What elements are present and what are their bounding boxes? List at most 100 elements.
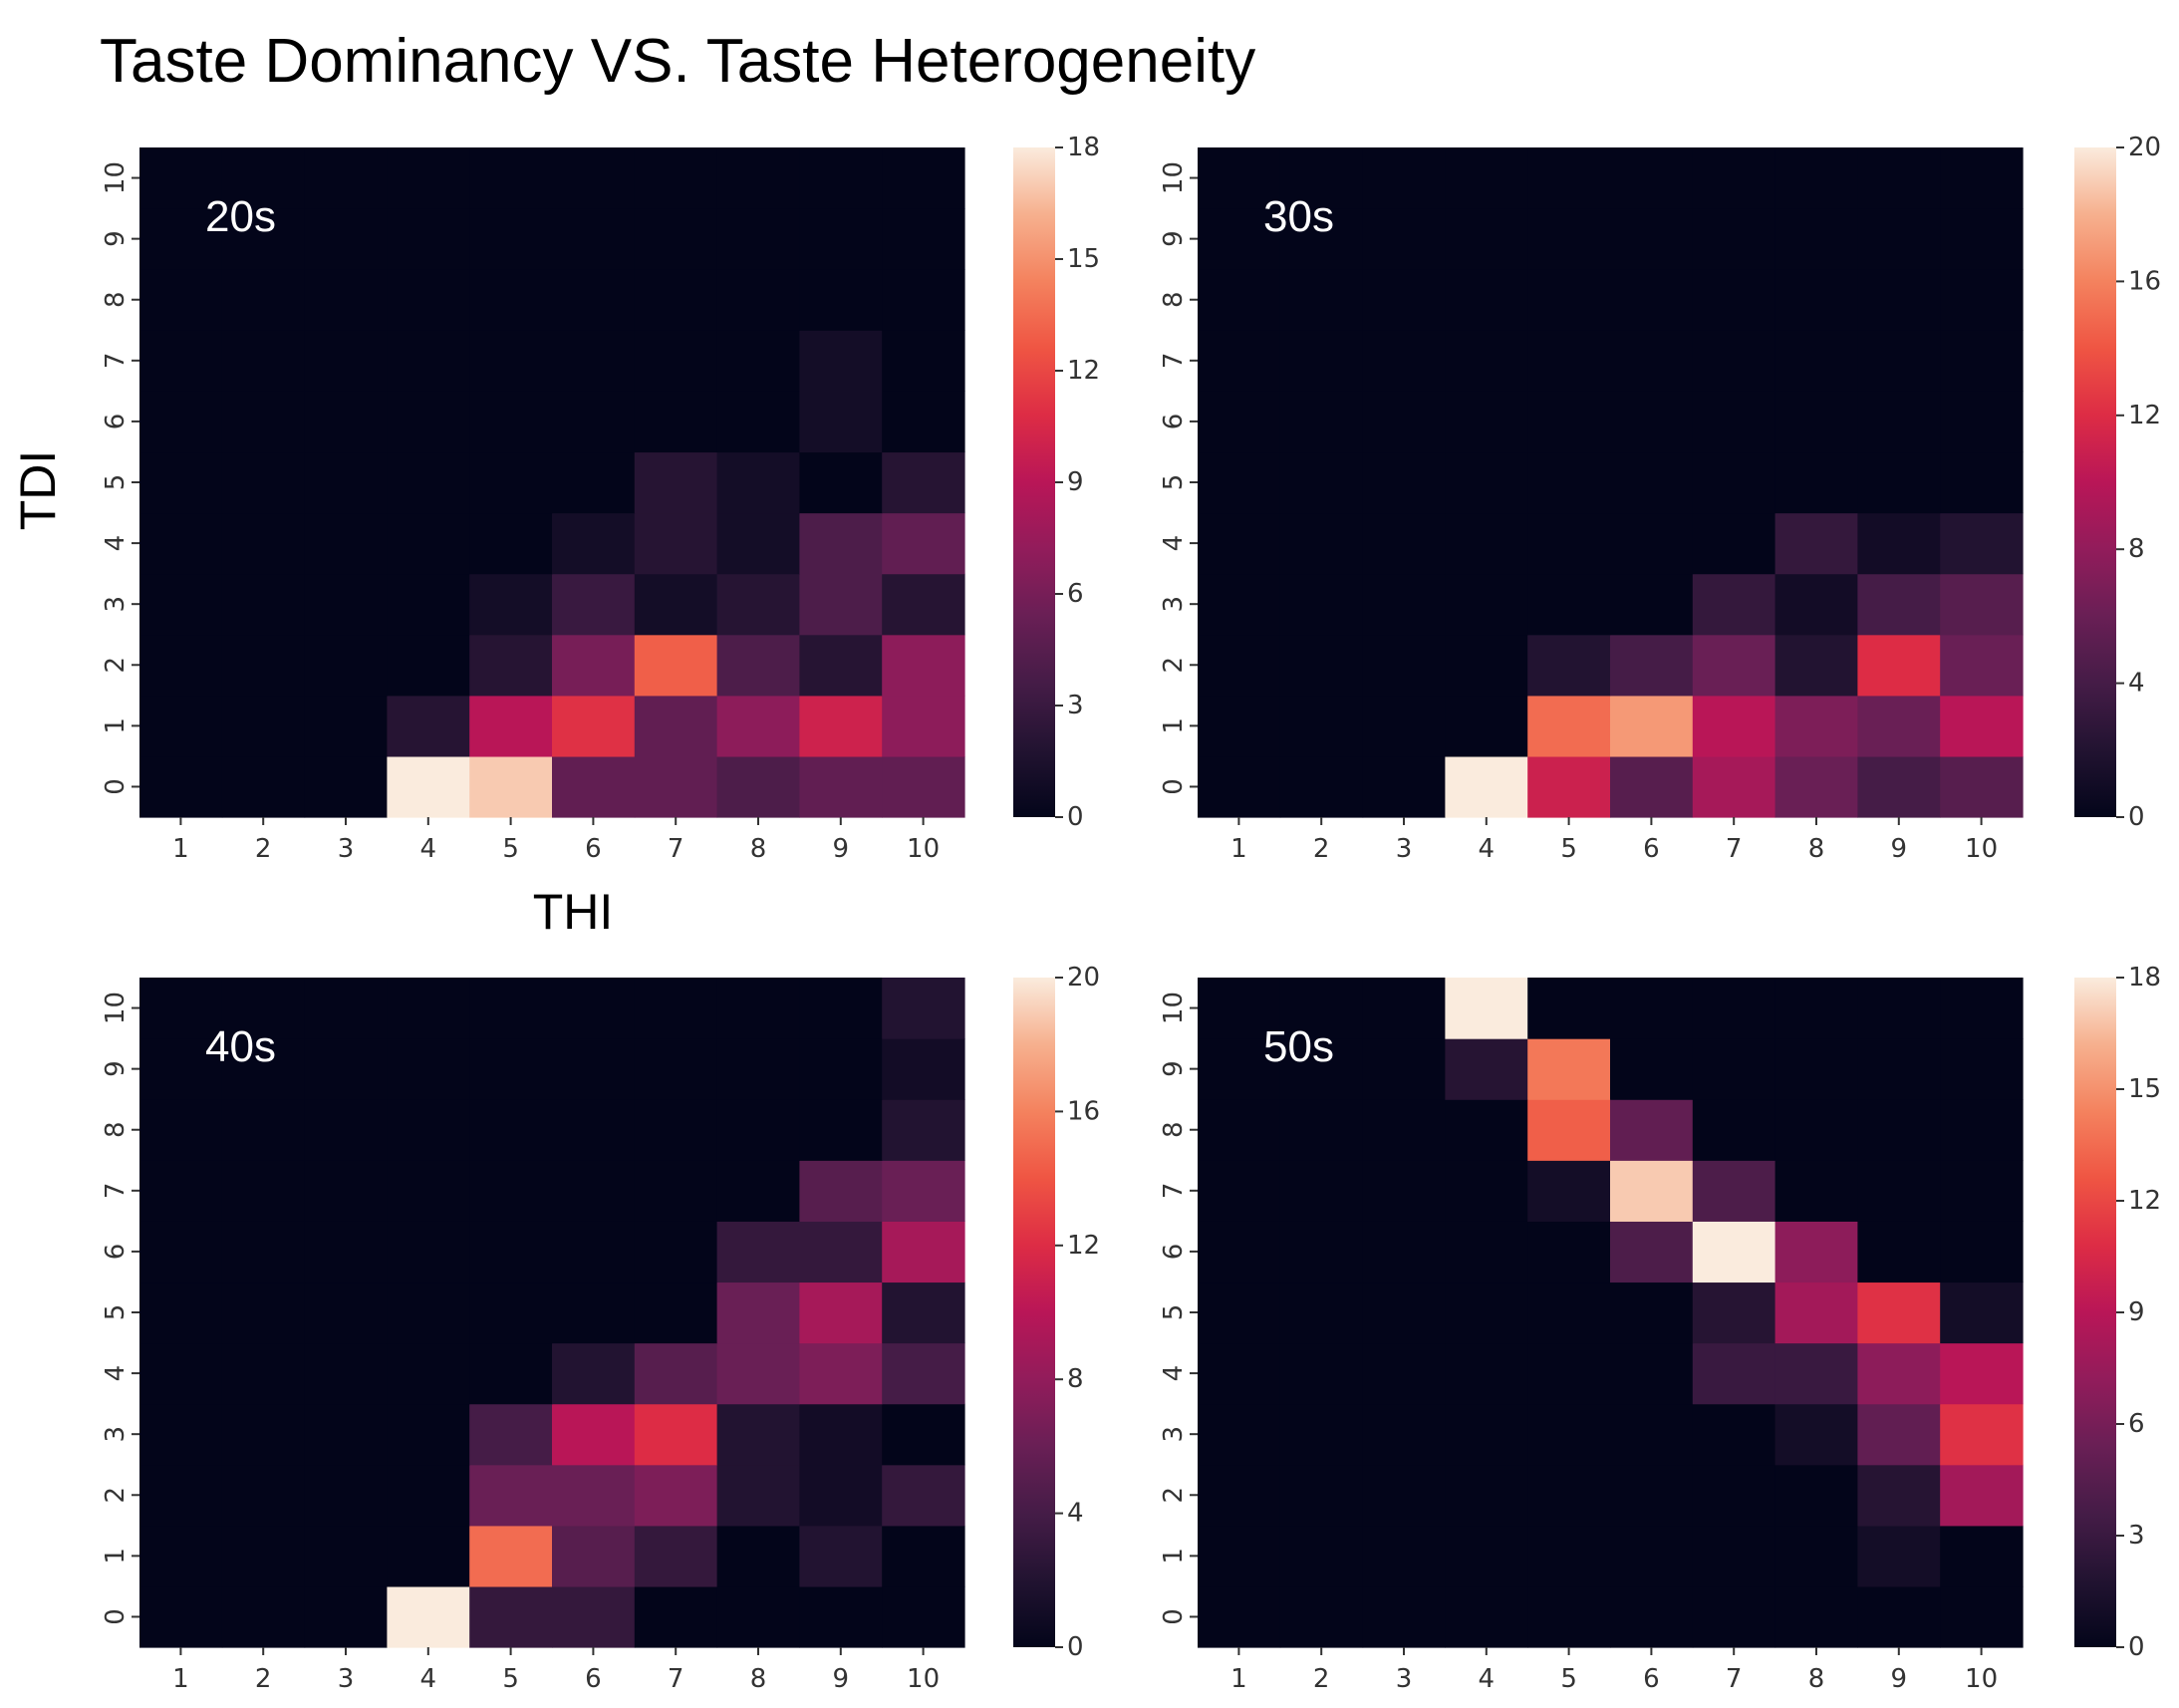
heatmap-cell xyxy=(1610,1160,1694,1222)
heatmap-cell xyxy=(634,695,718,757)
y-tick-label: 3 xyxy=(1159,1426,1189,1443)
x-tick-label: 1 xyxy=(1230,834,1247,864)
heatmap-cell xyxy=(1857,1221,1941,1283)
heatmap-cell xyxy=(634,1525,718,1587)
heatmap-cell xyxy=(716,1403,800,1466)
heatmap-cell xyxy=(634,1160,718,1222)
heatmap-cell xyxy=(1279,330,1364,392)
heatmap-cell xyxy=(1692,1464,1776,1527)
heatmap-cell xyxy=(1445,1464,1528,1527)
heatmap-cell xyxy=(552,1403,636,1466)
heatmap-cell xyxy=(1774,978,1858,1039)
heatmap-cell xyxy=(716,755,800,818)
heatmap-cell xyxy=(469,1281,553,1344)
y-tick-label: 5 xyxy=(1159,1304,1189,1321)
heatmap-cell xyxy=(799,1160,883,1222)
heatmap-cell xyxy=(1198,1221,1281,1283)
heatmap-cell xyxy=(799,391,883,453)
heatmap-cell xyxy=(1857,330,1941,392)
heatmap-cell xyxy=(221,391,306,453)
heatmap-cell xyxy=(1527,1281,1611,1344)
heatmap-cell xyxy=(1857,147,1941,209)
heatmap-cell xyxy=(634,391,718,453)
heatmap-cell xyxy=(882,1403,965,1466)
heatmap-cell xyxy=(882,269,965,331)
heatmap-cell xyxy=(799,695,883,757)
panel-label: 40s xyxy=(205,1022,276,1071)
heatmap-cell xyxy=(1940,755,2024,818)
heatmap-cell xyxy=(221,269,306,331)
heatmap-cell xyxy=(387,755,470,818)
x-tick-label: 9 xyxy=(833,834,850,864)
heatmap-cell xyxy=(1445,391,1528,453)
heatmap-cell xyxy=(387,269,470,331)
heatmap-cell xyxy=(552,1099,636,1161)
colorbar-tick-label: 0 xyxy=(1067,802,1084,832)
heatmap-cell xyxy=(1445,1403,1528,1466)
heatmap-cell xyxy=(1940,1221,2024,1283)
heatmap-cell xyxy=(1774,1585,1858,1648)
heatmap-cell xyxy=(1198,147,1281,209)
heatmap-cell xyxy=(552,147,636,209)
x-tick-label: 3 xyxy=(1396,1664,1413,1694)
y-tick-label: 0 xyxy=(101,1608,131,1625)
heatmap-cell xyxy=(469,978,553,1039)
y-tick-label: 9 xyxy=(1159,230,1189,247)
heatmap-cell xyxy=(387,695,470,757)
heatmap-cell xyxy=(716,1099,800,1161)
heatmap-cell xyxy=(552,1585,636,1648)
heatmap-cell xyxy=(1692,1585,1776,1648)
heatmap-cell xyxy=(469,512,553,575)
heatmap-cell xyxy=(304,1464,388,1527)
heatmap-cell xyxy=(1692,208,1776,270)
heatmap-cell xyxy=(1692,695,1776,757)
heatmap-cell xyxy=(1857,1525,1941,1587)
heatmap-cell xyxy=(552,1342,636,1405)
heatmap-cell xyxy=(1362,391,1446,453)
heatmap-cell xyxy=(139,695,223,757)
heatmap-cell xyxy=(1279,978,1364,1039)
heatmap-cell xyxy=(1940,1525,2024,1587)
heatmap-cell xyxy=(552,634,636,697)
y-tick-label: 5 xyxy=(1159,474,1189,491)
heatmap-cell xyxy=(634,1038,718,1100)
heatmap-cell xyxy=(387,1160,470,1222)
heatmap-cell xyxy=(1610,695,1694,757)
heatmap-cell xyxy=(304,391,388,453)
heatmap-cell xyxy=(1362,1403,1446,1466)
heatmap-cell xyxy=(882,147,965,209)
heatmap-cell xyxy=(882,755,965,818)
x-tick-label: 1 xyxy=(172,1664,189,1694)
colorbar-tick-label: 4 xyxy=(2128,669,2145,699)
heatmap-cell xyxy=(552,573,636,636)
heatmap-cell xyxy=(1857,1464,1941,1527)
y-tick-label: 6 xyxy=(101,414,131,430)
heatmap-cell xyxy=(304,1221,388,1283)
colorbar-tick-label: 15 xyxy=(1067,244,1100,274)
x-tick-label: 3 xyxy=(1396,834,1413,864)
heatmap-cell xyxy=(469,269,553,331)
heatmap-cell xyxy=(1279,634,1364,697)
x-tick-label: 5 xyxy=(502,834,519,864)
heatmap-cell xyxy=(304,1099,388,1161)
heatmap-cell xyxy=(1692,1160,1776,1222)
heatmap-cell xyxy=(139,1464,223,1527)
heatmap-cell xyxy=(221,755,306,818)
heatmap-cell xyxy=(1445,1585,1528,1648)
heatmap-cell xyxy=(1279,573,1364,636)
heatmap-cell xyxy=(1198,1525,1281,1587)
heatmap-cell xyxy=(304,1403,388,1466)
heatmap-cell xyxy=(1774,330,1858,392)
heatmap-cell xyxy=(1692,1525,1776,1587)
x-tick-label: 6 xyxy=(1643,834,1660,864)
colorbar-tick-label: 6 xyxy=(1067,579,1084,609)
heatmap-cell xyxy=(1445,634,1528,697)
heatmap-cell xyxy=(387,573,470,636)
y-tick-label: 4 xyxy=(101,1365,131,1382)
heatmap-cell xyxy=(1198,512,1281,575)
x-tick-label: 4 xyxy=(1479,1664,1496,1694)
heatmap-cell xyxy=(716,1160,800,1222)
heatmap-cell xyxy=(1857,512,1941,575)
heatmap-cell xyxy=(1610,978,1694,1039)
heatmap-cell xyxy=(221,147,306,209)
